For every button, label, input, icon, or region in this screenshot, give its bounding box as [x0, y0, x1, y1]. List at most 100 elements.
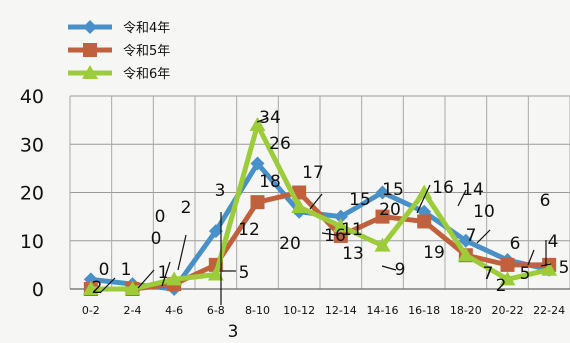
data-point: [208, 224, 223, 239]
data-label: 4: [548, 232, 559, 252]
leader-line: [527, 249, 535, 266]
data-point: [375, 209, 390, 224]
data-point: [457, 247, 474, 262]
y-tick-label: 40: [20, 86, 44, 108]
leader-line: [177, 234, 187, 271]
legend-label: 令和6年: [123, 67, 170, 82]
data-label: 3: [228, 322, 239, 342]
y-tick-label: 30: [20, 134, 44, 156]
x-tick-label: 10-12: [283, 304, 315, 317]
data-label: 6: [510, 234, 521, 254]
leader-line: [321, 232, 337, 236]
data-label: 9: [395, 260, 406, 280]
data-label: 0: [99, 260, 110, 280]
data-point: [82, 281, 99, 295]
data-label: 34: [259, 108, 281, 128]
data-label: 16: [432, 178, 454, 198]
leader-line: [309, 193, 323, 210]
data-label: 12: [238, 220, 260, 240]
data-point: [374, 237, 391, 252]
data-point: [417, 214, 432, 229]
data-label: 0: [155, 207, 166, 227]
data-label: 15: [349, 190, 371, 210]
series-line: [90, 122, 550, 292]
leader-line: [137, 269, 155, 289]
data-point: [207, 266, 224, 281]
leader-line: [256, 117, 269, 123]
x-tick-label: 6-8: [207, 304, 225, 317]
data-label: 14: [462, 180, 484, 200]
data-point: [249, 116, 266, 131]
leader-line: [476, 229, 491, 244]
legend-item: 令和6年: [68, 65, 170, 82]
data-label: 7: [466, 226, 477, 246]
data-label: 2: [92, 278, 103, 298]
legend-item: 令和5年: [68, 43, 170, 59]
data-point: [541, 261, 558, 276]
data-label: 7: [483, 264, 494, 284]
data-label: 20: [279, 234, 301, 254]
data-label: 18: [259, 172, 281, 192]
x-tick-label: 16-18: [408, 304, 440, 317]
data-label: 17: [302, 163, 324, 183]
data-point: [375, 185, 390, 200]
data-label: 5: [239, 263, 250, 283]
data-point: [499, 271, 516, 286]
data-label: 2: [181, 198, 192, 218]
data-label: 2: [496, 276, 507, 296]
data-point: [250, 156, 265, 171]
x-tick-label: 0-2: [82, 304, 100, 317]
data-point: [250, 195, 265, 210]
data-point: [332, 218, 349, 233]
data-label: 1: [121, 260, 132, 280]
data-label: 1: [158, 263, 169, 283]
x-tick-label: 2-4: [124, 304, 142, 317]
legend-item: 令和4年: [68, 20, 170, 36]
data-point: [458, 233, 473, 248]
data-label: 20: [379, 200, 401, 220]
data-point: [416, 184, 433, 199]
data-point: [83, 20, 97, 34]
x-tick-label: 20-22: [492, 304, 524, 317]
data-label: 0: [151, 229, 162, 249]
data-label: 10: [473, 202, 495, 222]
series-layer: [82, 116, 558, 296]
data-point: [124, 281, 141, 295]
data-label: 11: [341, 220, 363, 240]
y-tick-label: 0: [32, 279, 44, 301]
data-label: 19: [423, 243, 445, 263]
x-tick-label: 4-6: [165, 304, 183, 317]
data-label: 5: [559, 258, 570, 278]
x-tick-label: 12-14: [325, 304, 357, 317]
data-label: 15: [382, 180, 404, 200]
x-tick-label: 8-10: [245, 304, 270, 317]
leader-line: [99, 277, 116, 294]
data-point: [291, 198, 308, 213]
leader-line: [416, 184, 431, 214]
data-point: [82, 65, 98, 79]
legend-label: 令和5年: [123, 44, 170, 59]
data-label: 26: [269, 134, 291, 154]
leader-line: [457, 189, 467, 207]
data-label: 16: [324, 226, 346, 246]
leader-line: [161, 261, 171, 287]
data-point: [166, 271, 183, 286]
x-tick-label: 18-20: [450, 304, 482, 317]
x-tick-label: 14-16: [367, 304, 399, 317]
leader-line: [381, 265, 397, 271]
data-point: [333, 228, 348, 243]
data-point: [500, 257, 515, 272]
data-label: 13: [342, 244, 364, 264]
data-label: 3: [215, 181, 226, 201]
legend-label: 令和4年: [123, 21, 170, 36]
data-label: 6: [540, 191, 551, 211]
y-tick-label: 10: [20, 231, 44, 253]
x-tick-label: 22-24: [533, 304, 565, 317]
data-label: 5: [520, 264, 531, 284]
y-tick-label: 20: [20, 183, 44, 205]
data-point: [333, 209, 348, 224]
